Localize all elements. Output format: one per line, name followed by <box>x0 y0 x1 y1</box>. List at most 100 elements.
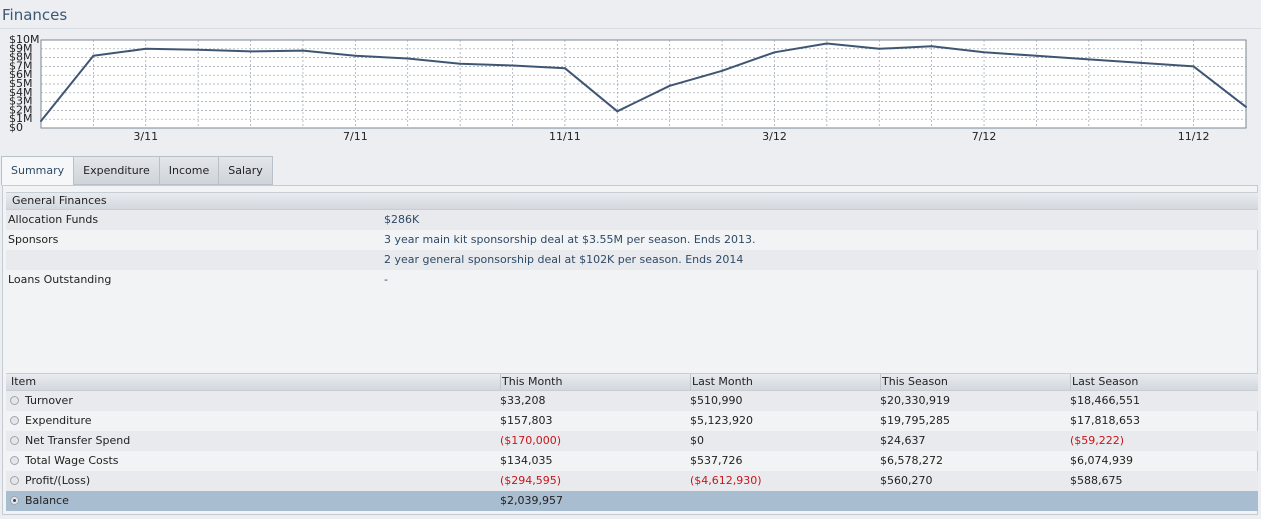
column-header-last-month[interactable]: Last Month <box>690 374 753 390</box>
page-title: Finances <box>2 6 68 24</box>
allocation-row: Allocation Funds $286K <box>6 210 1258 230</box>
row-last-season: $6,074,939 <box>1070 454 1133 467</box>
x-tick-label: 11/11 <box>549 130 581 143</box>
row-last-month: $510,990 <box>690 394 743 407</box>
data-point <box>1245 105 1247 108</box>
finances-line-chart: $0$1M$2M$3M$4M$5M$6M$7M$8M$9M$10M 3/11 7/1… <box>9 34 1247 143</box>
row-this-season: $19,795,285 <box>880 414 950 427</box>
y-tick-label: $7M <box>9 59 33 72</box>
tab-expenditure[interactable]: Expenditure <box>73 156 159 185</box>
row-last-season: ($59,222) <box>1070 434 1125 447</box>
row-this-month: $134,035 <box>500 454 553 467</box>
y-tick-label: $1M <box>9 112 33 125</box>
sponsors-row-2: 2 year general sponsorship deal at $102K… <box>6 250 1258 270</box>
sponsor-deal-2: 2 year general sponsorship deal at $102K… <box>384 253 744 266</box>
y-tick-label: $9M <box>9 42 33 55</box>
data-point <box>930 45 933 48</box>
table-row[interactable]: Total Wage Costs $134,035 $537,726 $6,57… <box>6 451 1258 471</box>
data-point <box>773 51 776 54</box>
series-line <box>40 42 1247 122</box>
row-radio-icon[interactable] <box>10 436 19 445</box>
data-point <box>878 47 881 50</box>
row-last-season: $588,675 <box>1070 474 1123 487</box>
row-radio-icon[interactable] <box>10 476 19 485</box>
finance-table-header: Item This Month Last Month This Season L… <box>6 373 1258 391</box>
allocation-label: Allocation Funds <box>8 213 99 226</box>
row-last-month: $0 <box>690 434 704 447</box>
row-this-month: $157,803 <box>500 414 553 427</box>
data-point <box>511 64 514 67</box>
x-tick-label: 3/12 <box>762 130 787 143</box>
row-this-season: $24,637 <box>880 434 926 447</box>
table-row[interactable]: Profit/(Loss) ($294,595) ($4,612,930) $5… <box>6 471 1258 491</box>
data-point <box>1140 61 1143 64</box>
data-point <box>197 48 200 51</box>
row-last-season: $18,466,551 <box>1070 394 1140 407</box>
data-point <box>563 67 566 70</box>
data-point <box>1192 65 1195 68</box>
data-point <box>825 42 828 45</box>
sponsor-deal-1: 3 year main kit sponsorship deal at $3.5… <box>384 233 756 246</box>
row-this-season: $560,270 <box>880 474 933 487</box>
row-radio-selected-icon[interactable] <box>10 496 19 505</box>
x-tick-label: 11/12 <box>1178 130 1210 143</box>
table-row-selected[interactable]: Balance $2,039,957 <box>6 491 1258 511</box>
general-finances-header: General Finances <box>6 192 1258 210</box>
table-row[interactable]: Turnover $33,208 $510,990 $20,330,919 $1… <box>6 391 1258 411</box>
tab-summary[interactable]: Summary <box>1 156 74 186</box>
y-tick-label: $3M <box>9 95 33 108</box>
data-point <box>301 49 304 52</box>
column-header-item: Item <box>11 375 37 388</box>
row-this-month: $33,208 <box>500 394 546 407</box>
sponsors-label: Sponsors <box>8 233 59 246</box>
data-point <box>983 51 986 54</box>
tab-income[interactable]: Income <box>158 156 219 185</box>
row-last-month: ($4,612,930) <box>690 474 762 487</box>
tab-bar: Summary Expenditure Income Salary <box>1 156 273 186</box>
column-header-this-season[interactable]: This Season <box>880 374 948 390</box>
y-tick-label: $6M <box>9 68 33 81</box>
table-row[interactable]: Net Transfer Spend ($170,000) $0 $24,637… <box>6 431 1258 451</box>
summary-panel: General Finances Allocation Funds $286K … <box>2 185 1258 515</box>
y-tick-label: $0 <box>9 121 23 134</box>
x-tick-label: 3/11 <box>133 130 158 143</box>
row-this-month: ($170,000) <box>500 434 562 447</box>
row-radio-icon[interactable] <box>10 396 19 405</box>
row-item: Balance <box>25 494 69 507</box>
column-header-this-month[interactable]: This Month <box>500 374 563 390</box>
data-point <box>354 54 357 57</box>
loans-row: Loans Outstanding - <box>6 270 1258 290</box>
row-item: Profit/(Loss) <box>25 474 91 487</box>
data-point <box>459 62 462 65</box>
row-item: Turnover <box>25 394 73 407</box>
loans-value: - <box>384 273 388 286</box>
y-tick-label: $8M <box>9 51 33 64</box>
y-tick-label: $10M <box>9 34 40 46</box>
data-point <box>144 47 147 50</box>
data-point <box>249 50 252 53</box>
row-last-month: $537,726 <box>690 454 743 467</box>
table-row[interactable]: Expenditure $157,803 $5,123,920 $19,795,… <box>6 411 1258 431</box>
general-finances-heading: General Finances <box>12 194 107 207</box>
row-this-season: $20,330,919 <box>880 394 950 407</box>
row-last-season: $17,818,653 <box>1070 414 1140 427</box>
y-tick-label: $2M <box>9 103 33 116</box>
tab-salary[interactable]: Salary <box>218 156 273 185</box>
title-divider <box>0 28 1261 29</box>
row-radio-icon[interactable] <box>10 456 19 465</box>
y-tick-label: $4M <box>9 86 33 99</box>
loans-label: Loans Outstanding <box>8 273 112 286</box>
y-tick-label: $5M <box>9 77 33 90</box>
row-this-month: $2,039,957 <box>500 494 563 507</box>
row-this-season: $6,578,272 <box>880 454 943 467</box>
data-point <box>721 69 724 72</box>
data-point <box>1035 54 1038 57</box>
data-point <box>92 54 95 57</box>
sponsors-row: Sponsors 3 year main kit sponsorship dea… <box>6 230 1258 250</box>
column-header-last-season[interactable]: Last Season <box>1070 374 1139 390</box>
row-radio-icon[interactable] <box>10 416 19 425</box>
row-item: Total Wage Costs <box>25 454 119 467</box>
data-point <box>616 110 619 113</box>
data-point <box>40 119 42 122</box>
data-point <box>668 84 671 87</box>
